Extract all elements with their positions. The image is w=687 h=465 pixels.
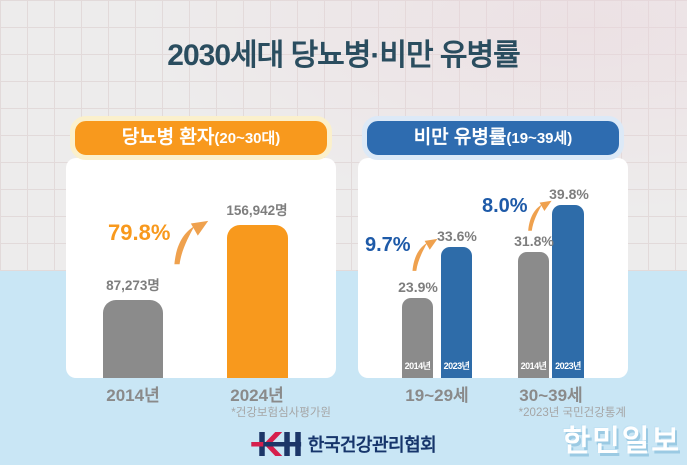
obesity-value-30-39-2023: 39.8% bbox=[549, 186, 589, 202]
diabetes-value-2014: 87,273명 bbox=[106, 278, 160, 293]
diabetes-header-sub: (20~30대) bbox=[214, 130, 281, 147]
obesity-header-sub: (19~39세) bbox=[506, 130, 573, 147]
inbar-year-label: 2014년 bbox=[404, 361, 431, 371]
diabetes-panel-header: 당뇨병 환자(20~30대) bbox=[70, 116, 332, 160]
org-logo: 한국건강관리협회 bbox=[250, 429, 437, 459]
obesity-header-main: 비만 유병률 bbox=[413, 127, 507, 148]
org-name: 한국건강관리협회 bbox=[307, 435, 437, 455]
obesity-value-19-29-2023: 33.6% bbox=[437, 228, 477, 244]
x-label-2024: 2024년 bbox=[230, 386, 284, 405]
obesity-panel-header: 비만 유병률(19~39세) bbox=[362, 116, 624, 160]
increase-arrow-icon bbox=[528, 200, 552, 231]
obesity-value-19-29-2014: 23.9% bbox=[398, 279, 438, 295]
diabetes-source-note: *건강보험심사평가원 bbox=[231, 407, 331, 419]
x-label-30-39: 30~39세 bbox=[519, 386, 583, 405]
diabetes-increase-pct: 79.8% bbox=[108, 220, 171, 245]
increase-arrow-icon bbox=[412, 238, 438, 271]
x-label-19-29: 19~29세 bbox=[405, 386, 469, 405]
inbar-year-label: 2014년 bbox=[520, 361, 547, 371]
obesity-value-30-39-2014: 31.8% bbox=[514, 233, 554, 249]
diabetes-bar-2014 bbox=[103, 300, 163, 378]
obesity-bar-30-39-2014: 2014년 bbox=[518, 252, 549, 378]
inbar-year-label: 2023년 bbox=[443, 361, 470, 371]
obesity-source-note: *2023년 국민건강통계 bbox=[518, 407, 626, 419]
inbar-year-label: 2023년 bbox=[555, 361, 581, 371]
press-watermark: 한민일보 bbox=[562, 425, 681, 458]
obesity-increase-pct-19-29: 9.7% bbox=[365, 234, 411, 256]
obesity-bar-19-29-2014: 2014년 bbox=[402, 298, 433, 378]
diabetes-panel: 87,273명 156,942명 79.8% 당뇨병 환자(20~30대) bbox=[66, 116, 336, 378]
obesity-increase-pct-30-39: 8.0% bbox=[482, 195, 528, 217]
diabetes-bar-2024 bbox=[227, 225, 288, 378]
obesity-bar-19-29-2023: 2023년 bbox=[441, 247, 472, 378]
increase-arrow-icon bbox=[174, 220, 209, 265]
diabetes-header-main: 당뇨병 환자 bbox=[121, 127, 215, 148]
kh-logo-icon bbox=[250, 432, 301, 456]
obesity-panel: 2014년 2023년 2014년 2023년 23.9% 33.6% 31.8… bbox=[358, 116, 628, 378]
diabetes-value-2024: 156,942명 bbox=[226, 203, 288, 218]
diabetes-panel-card: 87,273명 156,942명 79.8% bbox=[66, 158, 336, 378]
x-label-2014: 2014년 bbox=[106, 386, 160, 405]
page-title: 2030세대 당뇨병·비만 유병률 bbox=[167, 39, 520, 72]
obesity-bar-30-39-2023: 2023년 bbox=[552, 205, 584, 378]
obesity-panel-card: 2014년 2023년 2014년 2023년 23.9% 33.6% 31.8… bbox=[358, 158, 628, 378]
